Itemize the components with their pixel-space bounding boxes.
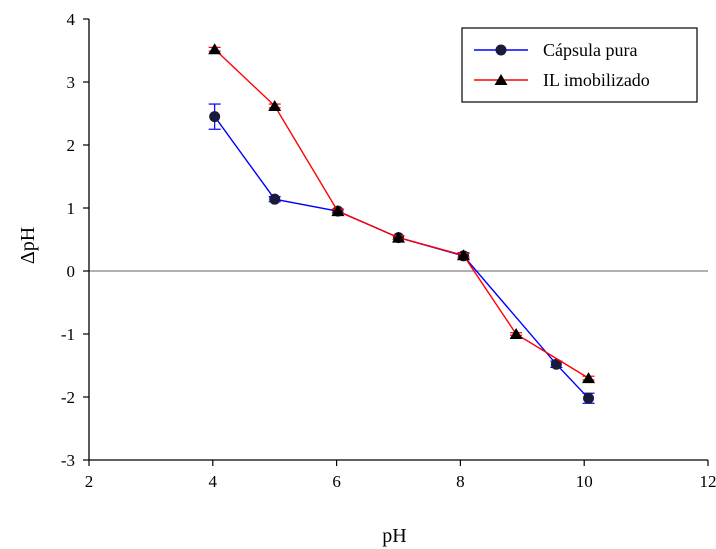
- x-tick-label: 4: [209, 472, 218, 491]
- x-axis-title: pH: [382, 525, 406, 547]
- legend-marker: [494, 74, 508, 85]
- series-2-point: [509, 328, 523, 339]
- legend-label: Cápsula pura: [543, 40, 637, 60]
- series-2-point: [456, 249, 470, 261]
- y-tick-label: -2: [61, 388, 75, 407]
- x-tick-label: 2: [85, 472, 94, 491]
- y-tick-label: 4: [67, 10, 76, 29]
- legend-box: [461, 27, 698, 103]
- plot-area: [89, 43, 708, 404]
- y-tick-label: -3: [61, 451, 75, 470]
- series-1-point: [550, 358, 562, 370]
- y-tick-label: 2: [67, 136, 76, 155]
- legend-marker: [495, 44, 507, 56]
- series-1-point: [209, 111, 221, 123]
- series-2-point: [331, 205, 345, 217]
- y-axis-title: ΔpH: [17, 227, 39, 264]
- y-tick-label: 3: [67, 73, 76, 92]
- x-tick-label: 10: [576, 472, 593, 491]
- x-tick-label: 8: [456, 472, 465, 491]
- series-2-point: [392, 231, 405, 243]
- x-tick-label: 6: [332, 472, 341, 491]
- series-1-line: [214, 116, 590, 399]
- y-tick-label: 1: [67, 199, 76, 218]
- legend-label: IL imobilizado: [543, 70, 650, 90]
- x-tick-label: 12: [700, 472, 716, 491]
- series-2-point: [208, 43, 222, 55]
- series-2-point: [268, 99, 282, 111]
- series-1-point: [269, 193, 281, 205]
- series-2-point: [582, 372, 596, 384]
- y-tick-label: -1: [61, 325, 75, 344]
- y-tick-label: 0: [67, 262, 76, 281]
- series-1-point: [583, 392, 595, 404]
- legend: Cápsula pura IL imobilizado: [461, 27, 698, 103]
